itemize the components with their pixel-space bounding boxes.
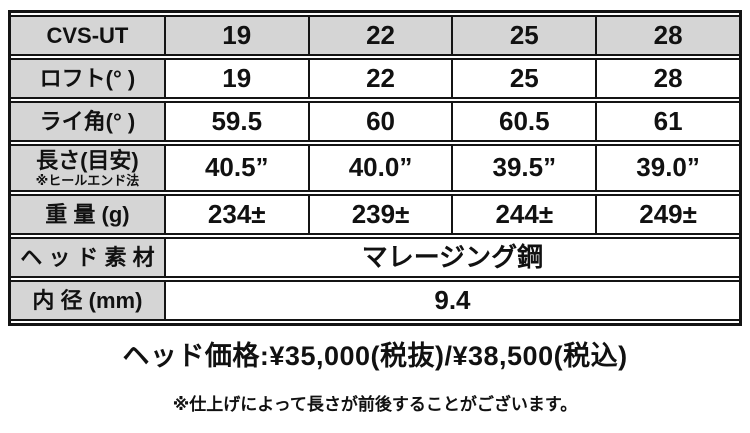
spec-row-length: 長さ(目安) ※ヒールエンド法 40.5” 40.0” 39.5” 39.0” [11,144,739,192]
row-label-lie-angle: ライ角(° ) [11,101,164,142]
value-cell: 60.5 [451,101,596,142]
value-cell: 60 [307,101,452,142]
value-cell: 22 [307,58,452,99]
model-name-cell: CVS-UT [11,15,164,56]
head-price-line: ヘッド価格:¥35,000(税抜)/¥38,500(税込) [122,341,628,371]
material-value-cell: マレージング鋼 [163,237,739,278]
spec-row-inner-diameter: 内 径 (mm) 9.4 [11,280,739,321]
value-cell: 40.0” [307,144,452,192]
value-cell: 40.5” [163,144,308,192]
finish-note-line: ※仕上げによって長さが前後することがございます。 [172,395,578,414]
value-cell: 244± [451,194,596,235]
row-label-head-material: ヘ ッ ド 素 材 [11,237,164,278]
header-value-cell: 28 [595,15,739,56]
value-cell: 239± [307,194,452,235]
spec-table: CVS-UT 19 22 25 28 ロフト(° ) 19 22 25 28 ラ… [8,10,742,326]
spec-row-loft: ロフト(° ) 19 22 25 28 [11,58,739,99]
header-value-cell: 19 [163,15,308,56]
value-cell: 19 [163,58,308,99]
value-cell: 249± [595,194,739,235]
length-label: 長さ(目安) [36,147,139,173]
length-sublabel: ※ヒールエンド法 [35,172,140,188]
diameter-value-cell: 9.4 [163,280,739,321]
spec-row-lie-angle: ライ角(° ) 59.5 60 60.5 61 [11,101,739,142]
row-label-loft: ロフト(° ) [11,58,164,99]
header-value-cell: 22 [307,15,452,56]
header-row: CVS-UT 19 22 25 28 [11,15,739,56]
value-cell: 25 [451,58,596,99]
value-cell: 39.0” [595,144,739,192]
header-value-cell: 25 [451,15,596,56]
value-cell: 59.5 [163,101,308,142]
value-cell: 61 [595,101,739,142]
value-cell: 234± [163,194,308,235]
row-label-length: 長さ(目安) ※ヒールエンド法 [11,144,164,192]
row-label-weight: 重 量 (g) [11,194,164,235]
value-cell: 39.5” [451,144,596,192]
row-label-inner-diameter: 内 径 (mm) [11,280,164,321]
value-cell: 28 [595,58,739,99]
spec-row-head-material: ヘ ッ ド 素 材 マレージング鋼 [11,237,739,278]
spec-row-weight: 重 量 (g) 234± 239± 244± 249± [11,194,739,235]
